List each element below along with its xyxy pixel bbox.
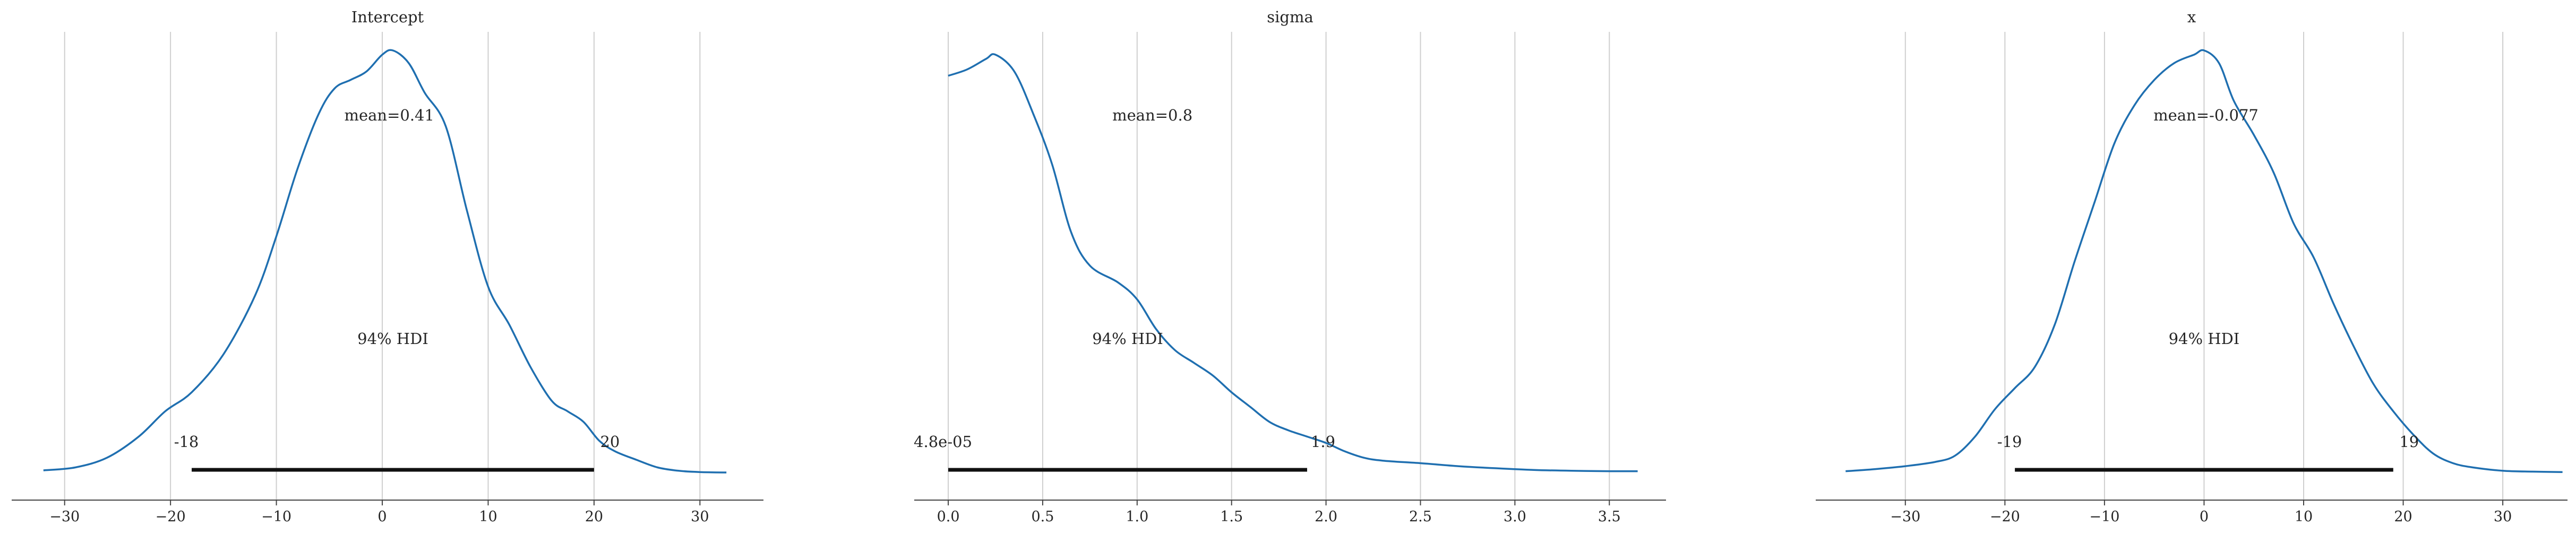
x-tick-label: 10 [479,509,497,525]
hdi-label: 94% HDI [2169,330,2240,348]
density-curve [43,49,727,474]
x-tick-label: 3.0 [1504,509,1526,525]
mean-label: mean=0.41 [344,106,434,124]
x-tick-label: 0 [377,509,387,525]
x-tick-label: 1.0 [1126,509,1148,525]
panel-title: x [2187,8,2196,26]
hdi-upper-label: 20 [600,433,620,451]
panel-Intercept: −30 −20 −10 0 10 20 30 Intercept -18 20 94% HDI mea… [12,8,763,525]
x-tick-label: 30 [691,509,709,525]
panels: −30 −20 −10 0 10 20 30 Intercept -18 20 94% HDI mea… [12,8,2568,525]
mean-label: mean=0.8 [1112,106,1192,124]
x-tick-label: 1.5 [1220,509,1243,525]
x-tick-label: 0 [2200,509,2209,525]
hdi-lower-label: 4.8e-05 [914,433,972,451]
density-curve [948,53,1638,472]
panel-sigma: 0.0 0.5 1.0 1.5 2.0 2.5 3.0 3.5 sigma 4.8e-05 1.9 9… [914,8,1666,525]
hdi-upper-label: 19 [2399,433,2419,451]
panel-x: −30 −20 −10 0 10 20 30 x -19 19 94% HDI mean=-0.077 [1816,8,2568,525]
mean-label: mean=-0.077 [2153,106,2259,124]
x-tick-label: 0.0 [937,509,960,525]
x-tick-label: −10 [2089,509,2119,525]
x-tick-label: −20 [1990,509,2020,525]
hdi-lower-label: -18 [174,433,199,451]
x-tick-label: 10 [2295,509,2313,525]
x-tick-label: 0.5 [1031,509,1054,525]
x-tick-label: 30 [2494,509,2512,525]
panel-title: Intercept [351,8,424,26]
x-tick-label: 2.0 [1315,509,1337,525]
x-tick-label: −10 [261,509,291,525]
x-tick-label: 20 [585,509,603,525]
x-tick-label: 3.5 [1598,509,1621,525]
x-tick-label: 20 [2394,509,2412,525]
panel-title: sigma [1267,8,1313,26]
density-curve [1845,49,2563,473]
x-tick-label: −30 [49,509,80,525]
hdi-lower-label: -19 [1997,433,2022,451]
hdi-label: 94% HDI [357,330,428,348]
x-tick-label: −20 [156,509,186,525]
x-tick-label: −30 [1890,509,1920,525]
x-tick-label: 2.5 [1409,509,1432,525]
hdi-upper-label: 1.9 [1311,433,1335,451]
hdi-label: 94% HDI [1092,330,1163,348]
